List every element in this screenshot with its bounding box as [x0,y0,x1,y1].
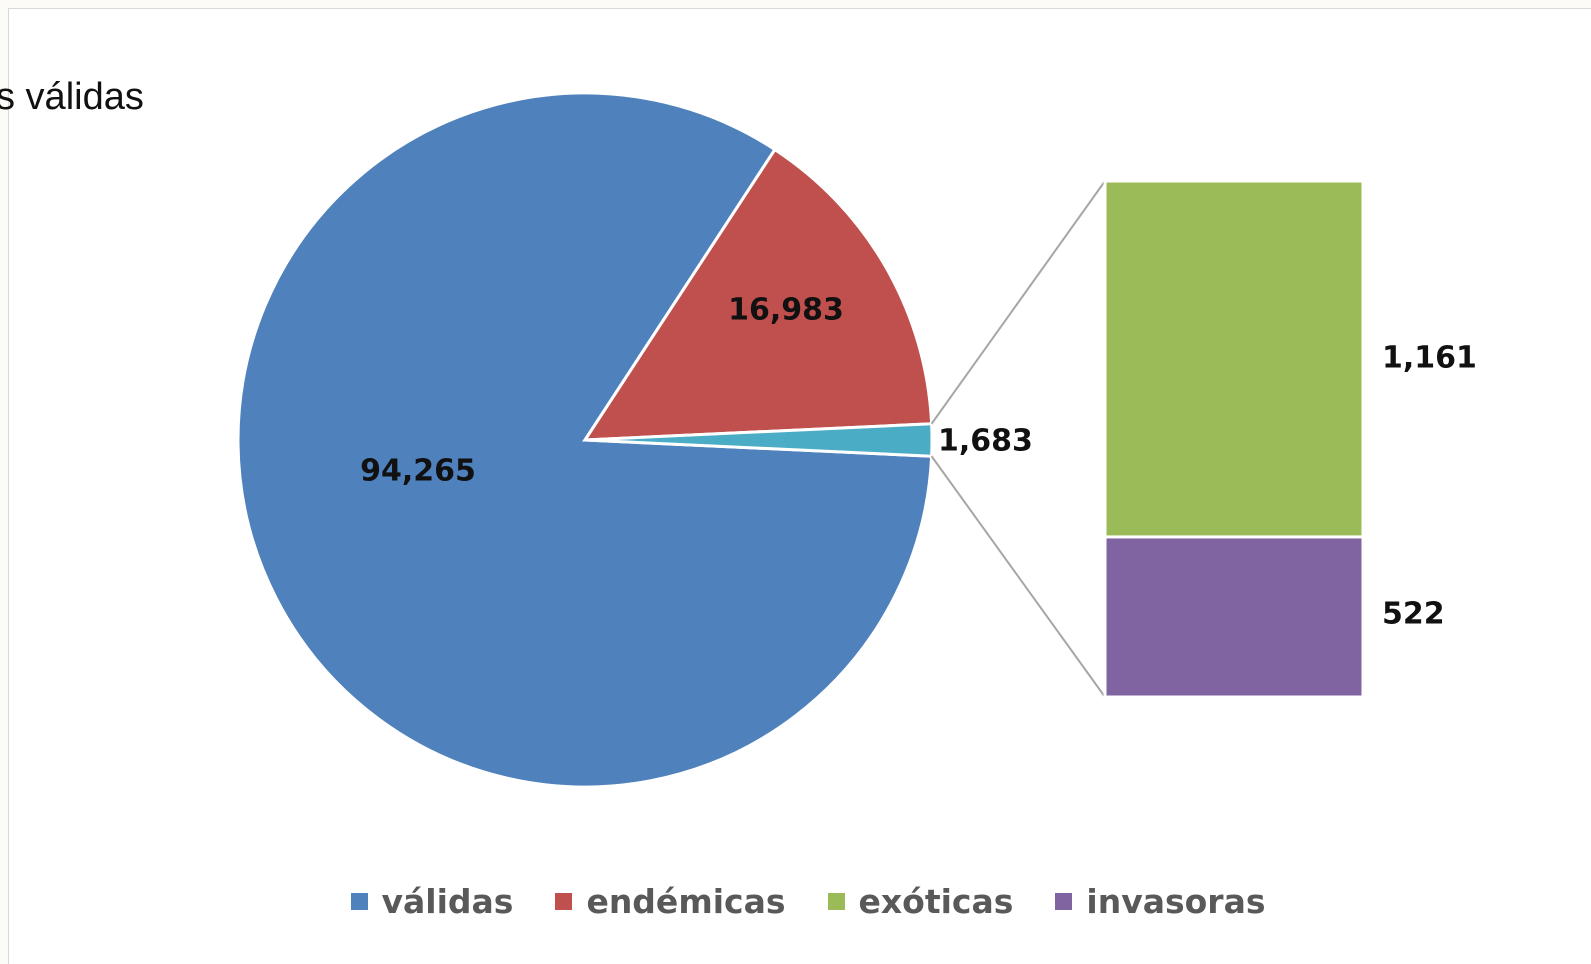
bar-segment-invasoras [1103,535,1365,699]
legend-swatch [1055,893,1073,910]
legend: válidas endémicas exóticas invasoras [0,882,1591,921]
pie-slice-other [584,422,934,458]
connector-line-bottom [930,455,1106,698]
legend-label: válidas [381,882,514,921]
legend-swatch [555,893,573,910]
stacked-bar [1103,179,1365,699]
partial-title-text: s válidas [0,76,144,118]
data-label-endemicas: 16,983 [728,293,844,328]
connector-lines [930,180,1106,698]
data-label-invasoras: 522 [1382,596,1445,631]
legend-label: invasoras [1086,882,1266,921]
legend-swatch [827,893,845,910]
legend-label: exóticas [858,882,1014,921]
legend-item: invasoras [1055,882,1266,921]
pie [236,91,934,789]
data-label-other: 1,683 [938,424,1033,459]
legend-item: exóticas [827,882,1014,921]
legend-item: válidas [350,882,514,921]
data-label-exoticas: 1,161 [1382,340,1477,375]
connector-line-top [930,180,1106,425]
data-label-validas: 94,265 [360,454,476,489]
legend-label: endémicas [586,882,786,921]
bar-segment-exoticas [1103,179,1365,539]
legend-swatch [350,893,368,910]
data-labels: 94,265 16,983 1,683 1,161 522 [360,293,1477,632]
pie-slice-endemicas [582,147,934,442]
legend-item: endémicas [555,882,786,921]
